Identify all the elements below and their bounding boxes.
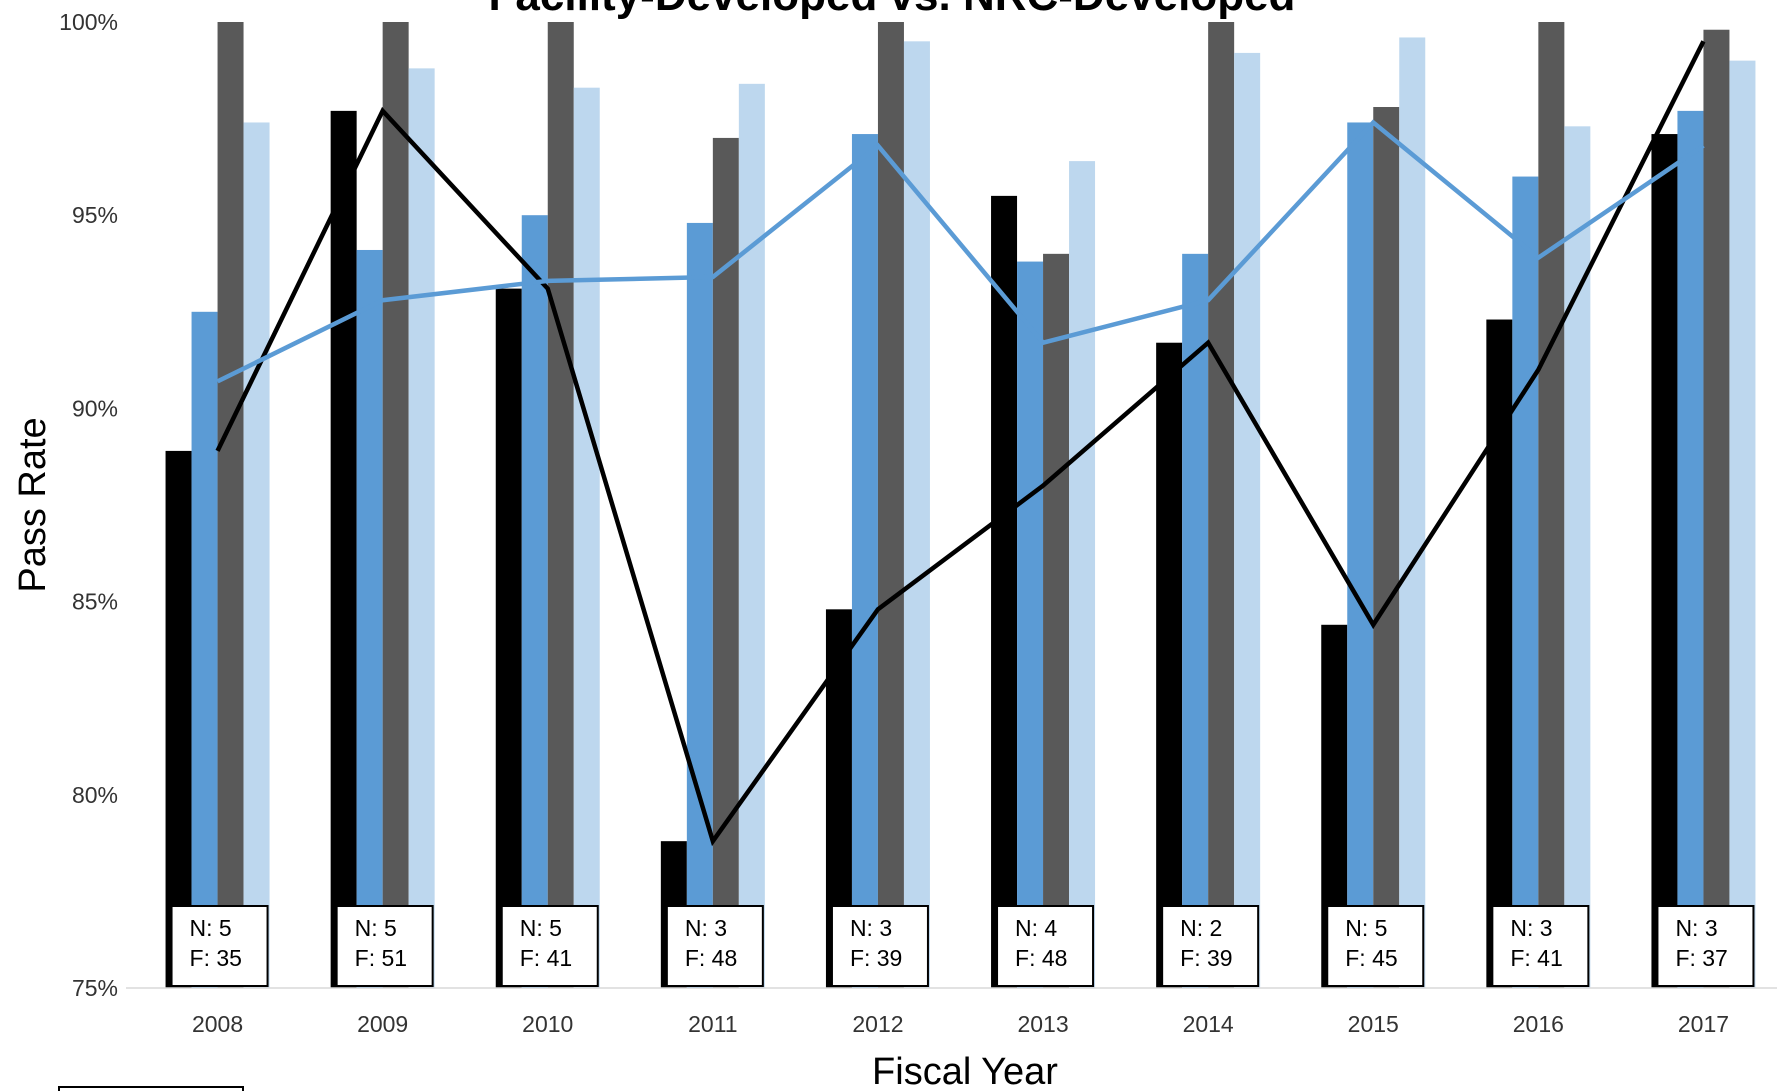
x-axis-title: Fiscal Year: [872, 1051, 1058, 1091]
annotation-n-2015: N: 5: [1345, 915, 1387, 941]
bar-s2-2015: [1347, 122, 1374, 989]
bars-group: [165, 22, 1756, 989]
bar-s4-2014: [1234, 52, 1261, 989]
bar-s3-2012: [877, 22, 904, 988]
x-tick-label-2010: 2010: [522, 1011, 573, 1037]
bar-s4-2008: [243, 122, 270, 989]
bar-s2-2011: [686, 222, 713, 989]
annotation-f-2012: F: 39: [850, 945, 902, 971]
bar-s4-2013: [1069, 161, 1096, 988]
annotation-n-2013: N: 4: [1015, 915, 1057, 941]
annotation-f-2017: F: 37: [1675, 945, 1727, 971]
bar-s3-2008: [217, 22, 244, 988]
lines-group: [215, 40, 1706, 847]
bar-s2-2009: [356, 249, 383, 988]
annotation-n-2017: N: 3: [1675, 915, 1717, 941]
bar-s4-2015: [1399, 37, 1426, 989]
bar-s4-2011: [738, 83, 765, 989]
bar-s3-2011: [712, 137, 739, 989]
annotation-box-2017: [1656, 905, 1755, 987]
annotation-f-2008: F: 35: [190, 945, 242, 971]
annotation-box-2010: [500, 905, 599, 987]
annotation-boxes: N: 5 F: 35 N: 5 F: 51 N: 5 F: 41 N: 3 F: 48 N: 3…: [170, 905, 1755, 987]
annotation-f-2014: F: 39: [1180, 945, 1232, 971]
x-tick-label-2013: 2013: [1017, 1011, 1068, 1037]
y-tick-label: 75%: [72, 975, 118, 1001]
trend-line-2: [216, 119, 1705, 384]
x-tick-label-2009: 2009: [357, 1011, 408, 1037]
annotation-box-2016: [1491, 905, 1590, 987]
trend-line-1: [215, 40, 1706, 847]
bar-s3-2014: [1208, 22, 1235, 988]
x-axis: 2008 2009 2010 2011 2012 2013 2014 2015 2016 2017: [192, 1011, 1729, 1037]
annotation-box-2013: [996, 905, 1095, 987]
bar-s2-2012: [851, 134, 878, 988]
annotation-box-2014: [1161, 905, 1260, 987]
bar-s3-2017: [1703, 29, 1730, 988]
bar-s1-2017: [1651, 134, 1678, 988]
x-tick-label-2012: 2012: [852, 1011, 903, 1037]
annotation-f-2016: F: 41: [1510, 945, 1562, 971]
y-axis-title: Pass Rate: [12, 417, 54, 592]
bar-s2-2017: [1677, 110, 1704, 988]
bar-s3-2015: [1373, 107, 1400, 989]
bar-s2-2010: [521, 215, 548, 988]
annotation-n-2012: N: 3: [850, 915, 892, 941]
x-tick-label-2011: 2011: [688, 1011, 737, 1037]
annotation-n-2010: N: 5: [520, 915, 562, 941]
y-tick-label: 95%: [72, 202, 118, 228]
x-tick-label-2016: 2016: [1513, 1011, 1564, 1037]
bar-s2-2016: [1512, 176, 1539, 988]
y-tick-label: 85%: [72, 589, 118, 615]
bar-s3-2013: [1043, 253, 1070, 989]
legend-box-fragment: [58, 1086, 244, 1091]
annotation-box-2011: [665, 905, 764, 987]
annotation-f-2013: F: 48: [1015, 945, 1067, 971]
annotation-box-2012: [830, 905, 929, 987]
annotation-box-2008: [170, 905, 269, 987]
bar-s1-2014: [1156, 342, 1183, 988]
bar-s2-2013: [1017, 261, 1044, 988]
bar-s3-2010: [547, 22, 574, 988]
x-tick-label-2008: 2008: [192, 1011, 243, 1037]
bar-s4-2016: [1564, 126, 1591, 988]
x-tick-label-2014: 2014: [1183, 1011, 1234, 1037]
y-axis: 75% 80% 85% 90% 95% 100%: [59, 9, 118, 1001]
x-tick-label-2017: 2017: [1678, 1011, 1729, 1037]
bar-s4-2009: [408, 68, 435, 989]
y-tick-label: 100%: [59, 9, 118, 35]
chart-title: Facility-Developed vs. NRC-Developed: [489, 0, 1296, 20]
annotation-n-2016: N: 3: [1510, 915, 1552, 941]
annotation-n-2009: N: 5: [355, 915, 397, 941]
bar-s1-2008: [165, 450, 192, 988]
annotation-n-2008: N: 5: [190, 915, 232, 941]
bar-s2-2014: [1182, 253, 1209, 989]
bar-s4-2010: [573, 87, 600, 989]
bar-s3-2009: [382, 22, 409, 988]
bar-s1-2010: [495, 288, 522, 989]
bar-s4-2017: [1729, 60, 1756, 988]
annotation-box-2015: [1326, 905, 1425, 987]
bar-s1-2009: [330, 110, 357, 988]
bar-s2-2008: [191, 311, 218, 988]
bar-s1-2013: [991, 195, 1018, 988]
annotation-f-2009: F: 51: [355, 945, 407, 971]
annotation-n-2011: N: 3: [685, 915, 727, 941]
y-tick-label: 90%: [72, 395, 118, 421]
annotation-f-2011: F: 48: [685, 945, 737, 971]
annotation-box-2009: [335, 905, 434, 987]
annotation-n-2014: N: 2: [1180, 915, 1222, 941]
x-tick-label-2015: 2015: [1348, 1011, 1399, 1037]
y-tick-label: 80%: [72, 782, 118, 808]
annotation-f-2010: F: 41: [520, 945, 572, 971]
bar-s3-2016: [1538, 22, 1565, 988]
annotation-f-2015: F: 45: [1345, 945, 1397, 971]
